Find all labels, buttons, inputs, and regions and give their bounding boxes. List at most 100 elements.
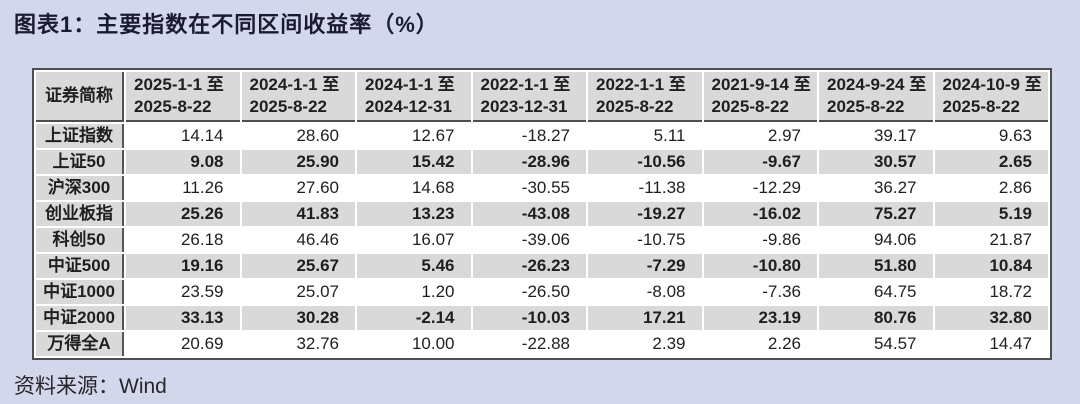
- return-value-cell: -7.36: [703, 280, 817, 304]
- return-value-cell: -18.27: [472, 124, 586, 148]
- return-value-cell: 23.19: [703, 306, 817, 330]
- return-value-cell: 32.76: [241, 332, 355, 356]
- return-value-cell: 94.06: [819, 228, 933, 252]
- return-value-cell: 21.87: [934, 228, 1048, 252]
- table-row: 沪深300 11.26 27.60 14.68 -30.55 -11.38 -12.29 36…: [36, 176, 1048, 200]
- return-value-cell: 5.19: [934, 202, 1048, 226]
- return-value-cell: 80.76: [819, 306, 933, 330]
- period-column-header: 2022-1-1 至 2023-12-31: [472, 72, 586, 122]
- return-value-cell: -26.23: [472, 254, 586, 278]
- return-value-cell: 36.27: [819, 176, 933, 200]
- index-name: 上证50: [36, 150, 124, 174]
- figure-title: 图表1：主要指数在不同区间收益率（%）: [14, 12, 439, 37]
- index-name: 沪深300: [36, 176, 124, 200]
- return-value-cell: -10.03: [472, 306, 586, 330]
- return-value-cell: 25.67: [241, 254, 355, 278]
- return-value-cell: -10.75: [588, 228, 702, 252]
- return-value-cell: 14.68: [357, 176, 471, 200]
- return-value-cell: 1.20: [357, 280, 471, 304]
- row-header-label: 证券简称: [36, 72, 124, 122]
- returns-table-wrapper: 证券简称 2025-1-1 至 2025-8-22 2024-1-1 至 2025…: [32, 68, 1052, 360]
- table-row: 中证2000 33.13 30.28 -2.14 -10.03 17.21 23.19 80.…: [36, 306, 1048, 330]
- return-value-cell: 2.86: [934, 176, 1048, 200]
- return-value-cell: 18.72: [934, 280, 1048, 304]
- return-value-cell: -10.56: [588, 150, 702, 174]
- return-value-cell: 23.59: [126, 280, 240, 304]
- index-name: 上证指数: [36, 124, 124, 148]
- return-value-cell: 51.80: [819, 254, 933, 278]
- table-row: 创业板指 25.26 41.83 13.23 -43.08 -19.27 -16.02 75.…: [36, 202, 1048, 226]
- table-row: 上证50 9.08 25.90 15.42 -28.96 -10.56 -9.67 30.57…: [36, 150, 1048, 174]
- return-value-cell: 17.21: [588, 306, 702, 330]
- return-value-cell: 14.47: [934, 332, 1048, 356]
- table-row: 上证指数 14.14 28.60 12.67 -18.27 5.11 2.97 39.17 9.…: [36, 124, 1048, 148]
- return-value-cell: -7.29: [588, 254, 702, 278]
- return-value-cell: -30.55: [472, 176, 586, 200]
- return-value-cell: -28.96: [472, 150, 586, 174]
- return-value-cell: 5.46: [357, 254, 471, 278]
- return-value-cell: -12.29: [703, 176, 817, 200]
- return-value-cell: 10.84: [934, 254, 1048, 278]
- return-value-cell: 9.63: [934, 124, 1048, 148]
- index-name: 万得全A: [36, 332, 124, 356]
- return-value-cell: 10.00: [357, 332, 471, 356]
- period-column-header: 2024-1-1 至 2025-8-22: [241, 72, 355, 122]
- return-value-cell: 39.17: [819, 124, 933, 148]
- return-value-cell: -16.02: [703, 202, 817, 226]
- return-value-cell: 28.60: [241, 124, 355, 148]
- return-value-cell: -26.50: [472, 280, 586, 304]
- return-value-cell: -10.80: [703, 254, 817, 278]
- return-value-cell: 9.08: [126, 150, 240, 174]
- return-value-cell: -22.88: [472, 332, 586, 356]
- return-value-cell: 2.39: [588, 332, 702, 356]
- period-column-header: 2021-9-14 至 2025-8-22: [703, 72, 817, 122]
- period-column-header: 2024-1-1 至 2024-12-31: [357, 72, 471, 122]
- table-row: 中证500 19.16 25.67 5.46 -26.23 -7.29 -10.80 51.8…: [36, 254, 1048, 278]
- return-value-cell: -19.27: [588, 202, 702, 226]
- return-value-cell: 54.57: [819, 332, 933, 356]
- return-value-cell: -11.38: [588, 176, 702, 200]
- index-name: 创业板指: [36, 202, 124, 226]
- return-value-cell: 2.65: [934, 150, 1048, 174]
- period-column-header: 2024-9-24 至 2025-8-22: [819, 72, 933, 122]
- index-name: 中证1000: [36, 280, 124, 304]
- return-value-cell: 19.16: [126, 254, 240, 278]
- return-value-cell: 15.42: [357, 150, 471, 174]
- return-value-cell: 41.83: [241, 202, 355, 226]
- return-value-cell: 30.28: [241, 306, 355, 330]
- index-name: 科创50: [36, 228, 124, 252]
- return-value-cell: -9.86: [703, 228, 817, 252]
- return-value-cell: 25.26: [126, 202, 240, 226]
- return-value-cell: -9.67: [703, 150, 817, 174]
- returns-table: 证券简称 2025-1-1 至 2025-8-22 2024-1-1 至 2025…: [32, 68, 1052, 360]
- data-source: 资料来源：Wind: [14, 375, 167, 398]
- return-value-cell: 25.07: [241, 280, 355, 304]
- return-value-cell: 25.90: [241, 150, 355, 174]
- period-column-header: 2025-1-1 至 2025-8-22: [126, 72, 240, 122]
- return-value-cell: 16.07: [357, 228, 471, 252]
- return-value-cell: 32.80: [934, 306, 1048, 330]
- return-value-cell: 33.13: [126, 306, 240, 330]
- return-value-cell: 75.27: [819, 202, 933, 226]
- table-row: 万得全A 20.69 32.76 10.00 -22.88 2.39 2.26 54.57 14…: [36, 332, 1048, 356]
- return-value-cell: 2.97: [703, 124, 817, 148]
- return-value-cell: -2.14: [357, 306, 471, 330]
- return-value-cell: 64.75: [819, 280, 933, 304]
- return-value-cell: 11.26: [126, 176, 240, 200]
- return-value-cell: 46.46: [241, 228, 355, 252]
- return-value-cell: 30.57: [819, 150, 933, 174]
- table-row: 科创50 26.18 46.46 16.07 -39.06 -10.75 -9.86 94.0…: [36, 228, 1048, 252]
- return-value-cell: -43.08: [472, 202, 586, 226]
- return-value-cell: -39.06: [472, 228, 586, 252]
- return-value-cell: 20.69: [126, 332, 240, 356]
- index-name: 中证500: [36, 254, 124, 278]
- return-value-cell: 26.18: [126, 228, 240, 252]
- index-name: 中证2000: [36, 306, 124, 330]
- return-value-cell: -8.08: [588, 280, 702, 304]
- period-column-header: 2024-10-9 至 2025-8-22: [934, 72, 1048, 122]
- header-row: 证券简称 2025-1-1 至 2025-8-22 2024-1-1 至 2025…: [36, 72, 1048, 122]
- return-value-cell: 5.11: [588, 124, 702, 148]
- return-value-cell: 27.60: [241, 176, 355, 200]
- return-value-cell: 13.23: [357, 202, 471, 226]
